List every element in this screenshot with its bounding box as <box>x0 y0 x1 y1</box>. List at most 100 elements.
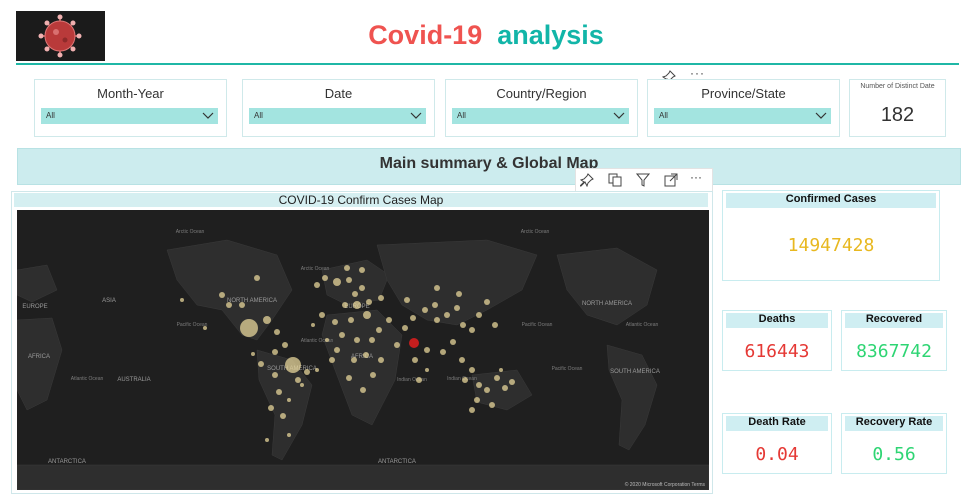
case-bubble[interactable] <box>240 319 258 337</box>
case-bubble[interactable] <box>276 389 282 395</box>
case-bubble[interactable] <box>370 372 376 378</box>
case-bubble[interactable] <box>460 322 466 328</box>
case-bubble[interactable] <box>332 319 338 325</box>
case-bubble[interactable] <box>363 352 369 358</box>
case-bubble[interactable] <box>265 438 269 442</box>
case-bubble[interactable] <box>378 295 384 301</box>
case-bubble[interactable] <box>404 297 410 303</box>
more-options-icon[interactable]: ··· <box>690 170 702 184</box>
case-bubble[interactable] <box>300 383 304 387</box>
case-bubble[interactable] <box>416 377 422 383</box>
case-bubble[interactable] <box>424 347 430 353</box>
case-bubble[interactable] <box>434 285 440 291</box>
case-bubble[interactable] <box>251 352 255 356</box>
case-bubble[interactable] <box>359 285 365 291</box>
world-map[interactable]: NORTH AMERICA NORTH AMERICA SOUTH AMERIC… <box>17 210 709 490</box>
case-bubble[interactable] <box>469 327 475 333</box>
case-bubble[interactable] <box>272 349 278 355</box>
case-bubble[interactable] <box>474 397 480 403</box>
case-bubble[interactable] <box>351 357 357 363</box>
case-bubble[interactable] <box>258 361 264 367</box>
case-bubble[interactable] <box>360 387 366 393</box>
case-bubble[interactable] <box>462 377 468 383</box>
case-bubble[interactable] <box>499 368 503 372</box>
case-bubble[interactable] <box>402 325 408 331</box>
case-bubble[interactable] <box>494 375 500 381</box>
selected-case-bubble[interactable] <box>409 338 419 348</box>
case-bubble[interactable] <box>295 377 301 383</box>
case-bubble[interactable] <box>410 315 416 321</box>
case-bubble[interactable] <box>344 265 350 271</box>
case-bubble[interactable] <box>352 291 358 297</box>
case-bubble[interactable] <box>386 317 392 323</box>
case-bubble[interactable] <box>219 292 225 298</box>
map-attribution[interactable]: © 2020 Microsoft Corporation Terms <box>625 481 706 488</box>
case-bubble[interactable] <box>333 278 341 286</box>
case-bubble[interactable] <box>369 337 375 343</box>
month-year-dropdown[interactable]: All <box>41 108 218 124</box>
date-dropdown[interactable]: All <box>249 108 426 124</box>
case-bubble[interactable] <box>348 317 354 323</box>
case-bubble[interactable] <box>304 369 310 375</box>
copy-icon[interactable] <box>608 173 622 187</box>
case-bubble[interactable] <box>394 342 400 348</box>
case-bubble[interactable] <box>412 357 418 363</box>
case-bubble[interactable] <box>454 305 460 311</box>
case-bubble[interactable] <box>363 311 371 319</box>
case-bubble[interactable] <box>203 326 207 330</box>
case-bubble[interactable] <box>422 307 428 313</box>
case-bubble[interactable] <box>280 413 286 419</box>
case-bubble[interactable] <box>450 339 456 345</box>
filter-icon[interactable] <box>636 173 650 187</box>
more-options-icon[interactable]: ··· <box>690 66 705 80</box>
case-bubble[interactable] <box>180 298 184 302</box>
case-bubble[interactable] <box>287 398 291 402</box>
case-bubble[interactable] <box>282 342 288 348</box>
case-bubble[interactable] <box>434 317 440 323</box>
case-bubble[interactable] <box>226 302 232 308</box>
case-bubbles[interactable] <box>180 265 515 442</box>
case-bubble[interactable] <box>239 302 245 308</box>
case-bubble[interactable] <box>469 367 475 373</box>
country-region-dropdown[interactable]: All <box>452 108 629 124</box>
case-bubble[interactable] <box>425 368 429 372</box>
case-bubble[interactable] <box>509 379 515 385</box>
case-bubble[interactable] <box>325 338 329 342</box>
case-bubble[interactable] <box>315 368 319 372</box>
case-bubble[interactable] <box>376 327 382 333</box>
case-bubble[interactable] <box>378 357 384 363</box>
case-bubble[interactable] <box>268 405 274 411</box>
case-bubble[interactable] <box>346 277 352 283</box>
case-bubble[interactable] <box>329 357 335 363</box>
case-bubble[interactable] <box>339 332 345 338</box>
case-bubble[interactable] <box>456 291 462 297</box>
case-bubble[interactable] <box>432 302 438 308</box>
province-state-dropdown[interactable]: All <box>654 108 831 124</box>
case-bubble[interactable] <box>359 267 365 273</box>
case-bubble[interactable] <box>342 302 348 308</box>
case-bubble[interactable] <box>353 301 361 309</box>
case-bubble[interactable] <box>285 357 301 373</box>
focus-mode-icon[interactable] <box>664 173 678 187</box>
case-bubble[interactable] <box>492 322 498 328</box>
case-bubble[interactable] <box>484 387 490 393</box>
case-bubble[interactable] <box>366 299 372 305</box>
case-bubble[interactable] <box>354 337 360 343</box>
case-bubble[interactable] <box>263 316 271 324</box>
case-bubble[interactable] <box>287 433 291 437</box>
case-bubble[interactable] <box>502 385 508 391</box>
case-bubble[interactable] <box>274 329 280 335</box>
case-bubble[interactable] <box>484 299 490 305</box>
case-bubble[interactable] <box>489 402 495 408</box>
case-bubble[interactable] <box>319 312 325 318</box>
case-bubble[interactable] <box>254 275 260 281</box>
case-bubble[interactable] <box>314 282 320 288</box>
case-bubble[interactable] <box>469 407 475 413</box>
case-bubble[interactable] <box>272 372 278 378</box>
case-bubble[interactable] <box>459 357 465 363</box>
case-bubble[interactable] <box>311 323 315 327</box>
pin-icon[interactable] <box>580 173 594 187</box>
case-bubble[interactable] <box>444 312 450 318</box>
case-bubble[interactable] <box>334 347 340 353</box>
case-bubble[interactable] <box>440 349 446 355</box>
